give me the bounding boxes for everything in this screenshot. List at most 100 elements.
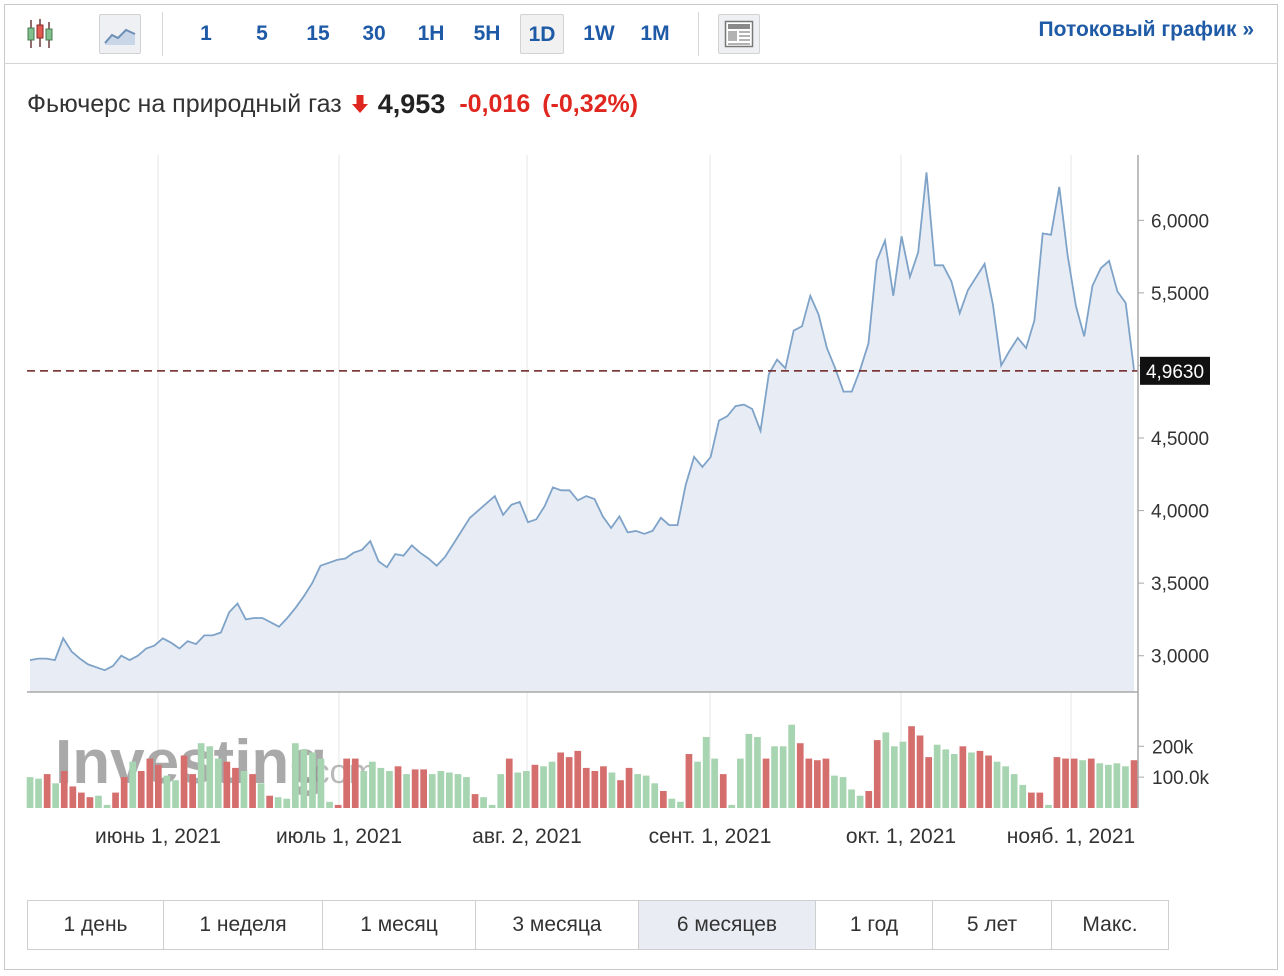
volume-bar (257, 783, 265, 808)
volume-bar (651, 783, 659, 808)
instrument-header: Фьючерс на природный газ 4,953 -0,016 (-… (27, 86, 638, 122)
range-1-year[interactable]: 1 год (815, 900, 933, 950)
range-1-month[interactable]: 1 месяц (322, 900, 476, 950)
price-area-fill (30, 172, 1134, 692)
timeframe-1h[interactable]: 1H (417, 22, 445, 45)
volume-bar (608, 772, 616, 808)
volume-bar (52, 783, 59, 808)
volume-bar (711, 758, 718, 808)
volume-bar (240, 771, 248, 808)
candlestick-icon[interactable] (19, 14, 61, 54)
volume-bar (454, 774, 462, 808)
volume-bar (959, 746, 967, 808)
instrument-name: Фьючерс на природный газ (27, 89, 342, 118)
date-tick-label: сент. 1, 2021 (649, 825, 772, 848)
volume-bar (745, 733, 753, 808)
volume-bar (788, 724, 795, 808)
volume-bar (719, 774, 727, 808)
volume-bar (266, 795, 273, 808)
volume-bar (206, 746, 214, 808)
current-price-label: 4,9630 (1146, 362, 1204, 383)
price-tick-label: 4,5000 (1151, 429, 1209, 450)
volume-bar (35, 778, 42, 808)
range-3-months[interactable]: 3 месяца (475, 900, 639, 950)
timeframe-15[interactable]: 15 (306, 22, 330, 45)
volume-bar (548, 761, 556, 808)
chart-toolbar: 1 5 15 30 1H 5H 1D 1W 1M Потоковый графи… (4, 4, 1278, 64)
timeframe-1d[interactable]: 1D (520, 14, 564, 54)
range-selector: 1 день 1 неделя 1 месяц 3 месяца 6 месяц… (27, 900, 1169, 950)
price-chart: Investing .com 3,00003,50004,00004,50005… (26, 155, 1210, 848)
volume-tick-label: 200k (1152, 737, 1194, 758)
volume-bar (600, 766, 607, 808)
volume-bar (831, 775, 838, 808)
timeframe-1[interactable]: 1 (200, 22, 212, 45)
volume-bar (137, 771, 145, 808)
volume-bar (292, 743, 299, 808)
volume-bar (283, 798, 291, 808)
volume-bar (728, 804, 736, 808)
volume-bar (694, 761, 701, 808)
volume-bar (540, 766, 547, 808)
volume-bar (1113, 763, 1121, 808)
news-icon[interactable] (718, 14, 760, 54)
volume-bar (386, 771, 393, 808)
volume-bar (531, 764, 539, 808)
volume-bar (446, 772, 453, 808)
timeframe-5[interactable]: 5 (256, 22, 268, 45)
volume-bar (1019, 784, 1027, 808)
timeframe-1m[interactable]: 1M (640, 22, 670, 45)
range-5-years[interactable]: 5 лет (932, 900, 1052, 950)
volume-bar (26, 777, 34, 808)
volume-bar (617, 780, 624, 808)
volume-bar (505, 758, 513, 808)
volume-bar (1028, 792, 1035, 808)
toolbar-separator (698, 12, 699, 56)
price-change: -0,016 (459, 89, 531, 118)
timeframe-5h[interactable]: 5H (473, 22, 501, 45)
volume-bar (899, 741, 907, 808)
volume-bar (351, 758, 359, 808)
price-change-percent: (-0,32%) (542, 89, 639, 118)
volume-bar (805, 758, 813, 808)
toolbar-separator (162, 12, 163, 56)
volume-bar (1079, 760, 1086, 808)
range-6-months[interactable]: 6 месяцев (638, 900, 816, 950)
price-line (29, 172, 1135, 672)
timeframe-30[interactable]: 30 (362, 22, 386, 45)
volume-bar (702, 737, 710, 808)
current-price-marker (1140, 356, 1210, 385)
volume-bar (642, 775, 650, 808)
volume-bar (394, 766, 402, 808)
volume-bar (779, 746, 787, 808)
volume-bar (343, 758, 350, 808)
volume-bar (146, 758, 154, 808)
volume-bar (377, 767, 385, 808)
volume-bar (814, 760, 821, 808)
volume-bar (60, 771, 68, 808)
volume-bar (873, 740, 881, 808)
volume-bar (950, 754, 958, 808)
range-1-day[interactable]: 1 день (27, 900, 164, 950)
volume-bar (925, 757, 932, 808)
volume-bar (916, 735, 924, 808)
volume-bar (839, 777, 847, 808)
volume-bar (360, 771, 368, 808)
volume-bar (1010, 774, 1018, 808)
timeframe-1w[interactable]: 1W (583, 22, 615, 45)
volume-bar (514, 772, 522, 808)
volume-bar (565, 757, 573, 808)
volume-bar (993, 761, 1001, 808)
volume-bar (43, 774, 51, 808)
stream-chart-link[interactable]: Потоковый график » (1038, 18, 1254, 41)
volume-bar (78, 792, 85, 808)
range-1-week[interactable]: 1 неделя (163, 900, 323, 950)
volume-bar (908, 726, 915, 808)
line-chart-icon[interactable] (99, 14, 141, 54)
volume-bar (1053, 757, 1061, 808)
volume-bar (582, 767, 590, 808)
volume-bar (86, 797, 94, 808)
volume-bar (1036, 792, 1044, 808)
range-max[interactable]: Макс. (1051, 900, 1169, 950)
volume-bar (1002, 766, 1009, 808)
